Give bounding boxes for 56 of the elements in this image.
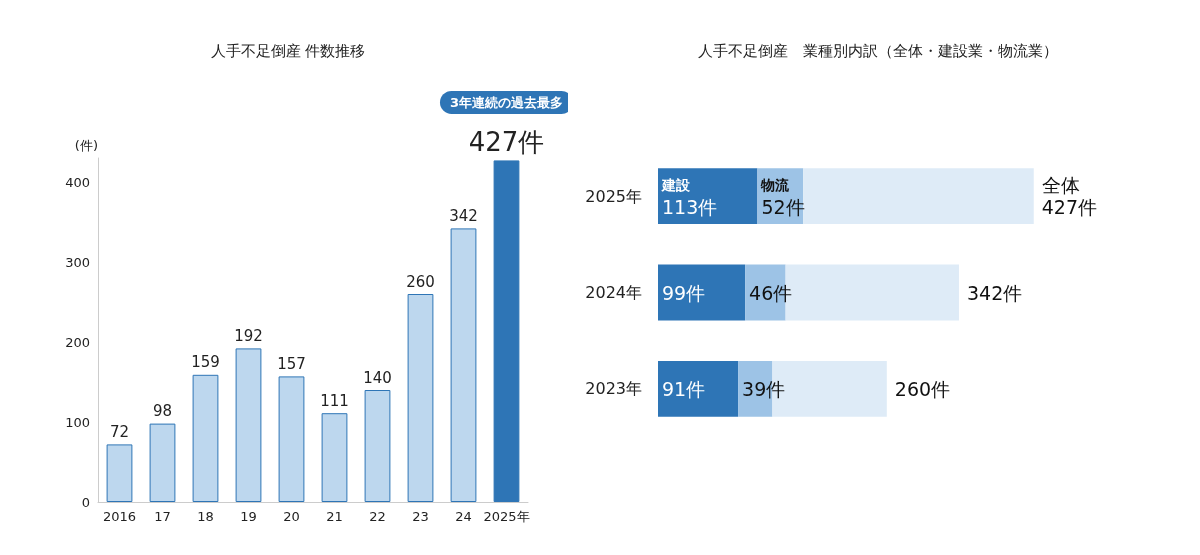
y-tick-label: 400	[65, 174, 90, 190]
data-label: 52件	[761, 196, 805, 219]
y-tick-label: 2025年	[585, 186, 642, 206]
x-tick-label: 24	[455, 509, 472, 524]
text: 3年連続の過去最多	[449, 94, 564, 110]
total-label: 260件	[894, 377, 951, 400]
bar	[192, 374, 219, 502]
series-label: 建設	[661, 177, 691, 194]
data-label: 427件	[468, 127, 545, 158]
total-label: 全体 427件	[1041, 174, 1098, 219]
bar	[364, 390, 391, 502]
data-label: 99件	[662, 281, 706, 304]
y-tick-label: 0	[81, 494, 90, 510]
y-axis-title: (件)	[74, 138, 98, 153]
y-tick-label: 2024年	[585, 283, 642, 302]
data-label: 140	[363, 368, 392, 387]
data-label: 39件	[742, 377, 786, 400]
data-label: 157	[277, 354, 306, 373]
x-tick-label: 20	[283, 509, 300, 524]
bar	[278, 376, 305, 502]
data-label: 111	[320, 391, 349, 410]
data-label: 159	[191, 353, 220, 372]
bar	[658, 360, 739, 417]
data-label: 72	[109, 422, 130, 441]
bar	[493, 160, 520, 502]
bar	[803, 168, 1034, 225]
bar	[106, 444, 133, 502]
chart-title: 人手不足倒産 業種別内訳（全体・建設業・物流業）	[698, 41, 1058, 60]
x-tick-label: 22	[369, 509, 386, 524]
series-label: 物流	[760, 177, 791, 194]
bar	[235, 348, 262, 502]
x-tick-label: 19	[240, 509, 257, 524]
bar	[321, 413, 348, 502]
bar	[149, 423, 176, 502]
data-label: 342	[449, 206, 478, 225]
x-tick-label: 18	[197, 509, 214, 524]
total-label: 342件	[966, 281, 1023, 304]
data-label: 98	[152, 402, 173, 421]
x-tick-label: 21	[326, 509, 343, 524]
x-tick-label: 2025年	[483, 509, 530, 524]
y-tick-label: 100	[65, 414, 90, 430]
chart-title: 人手不足倒産 件数推移	[210, 41, 366, 60]
x-tick-label: 23	[412, 509, 429, 524]
data-label: 91件	[662, 377, 706, 400]
bar	[450, 228, 477, 502]
data-label: 46件	[749, 281, 793, 304]
y-tick-label: 2023年	[585, 379, 642, 399]
y-tick-label: 300	[65, 254, 90, 270]
bar	[407, 294, 434, 502]
x-tick-label: 17	[154, 509, 171, 524]
y-tick-label: 200	[65, 334, 90, 350]
x-tick-label: 2016	[102, 509, 137, 524]
bar	[658, 264, 746, 321]
data-label: 260	[406, 272, 435, 291]
data-label: 192	[234, 326, 263, 345]
data-label: 113件	[662, 196, 718, 219]
